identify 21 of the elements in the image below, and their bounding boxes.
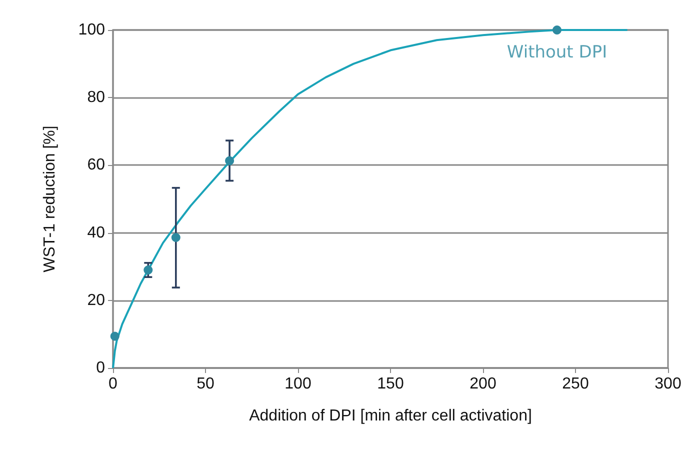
point (171, 233, 180, 242)
x-tick-label: 250 (562, 376, 589, 392)
point (225, 156, 234, 166)
x-tick-label: 0 (108, 376, 118, 392)
x-tick-label: 150 (377, 376, 404, 392)
y-tick-label: 80 (87, 89, 106, 106)
y-tick-label: 100 (78, 22, 106, 38)
x-tick-label: 100 (284, 376, 312, 392)
point (144, 265, 153, 274)
point (552, 26, 562, 34)
y-axis-title: WST-1 reduction [%] (42, 126, 58, 272)
x-tick-label: 300 (654, 376, 682, 392)
x-tick-label: 50 (196, 376, 214, 392)
point (110, 332, 120, 341)
y-tick-label: 20 (87, 292, 106, 309)
x-axis-title: Addition of DPI [min after cell activation] (249, 408, 532, 424)
y-tick-label: 40 (87, 224, 106, 242)
y-tick-label: 0 (96, 360, 106, 376)
annotation: Without DPI (506, 42, 608, 62)
y-tick-label: 60 (87, 156, 106, 174)
x-tick-label: 200 (470, 376, 496, 392)
